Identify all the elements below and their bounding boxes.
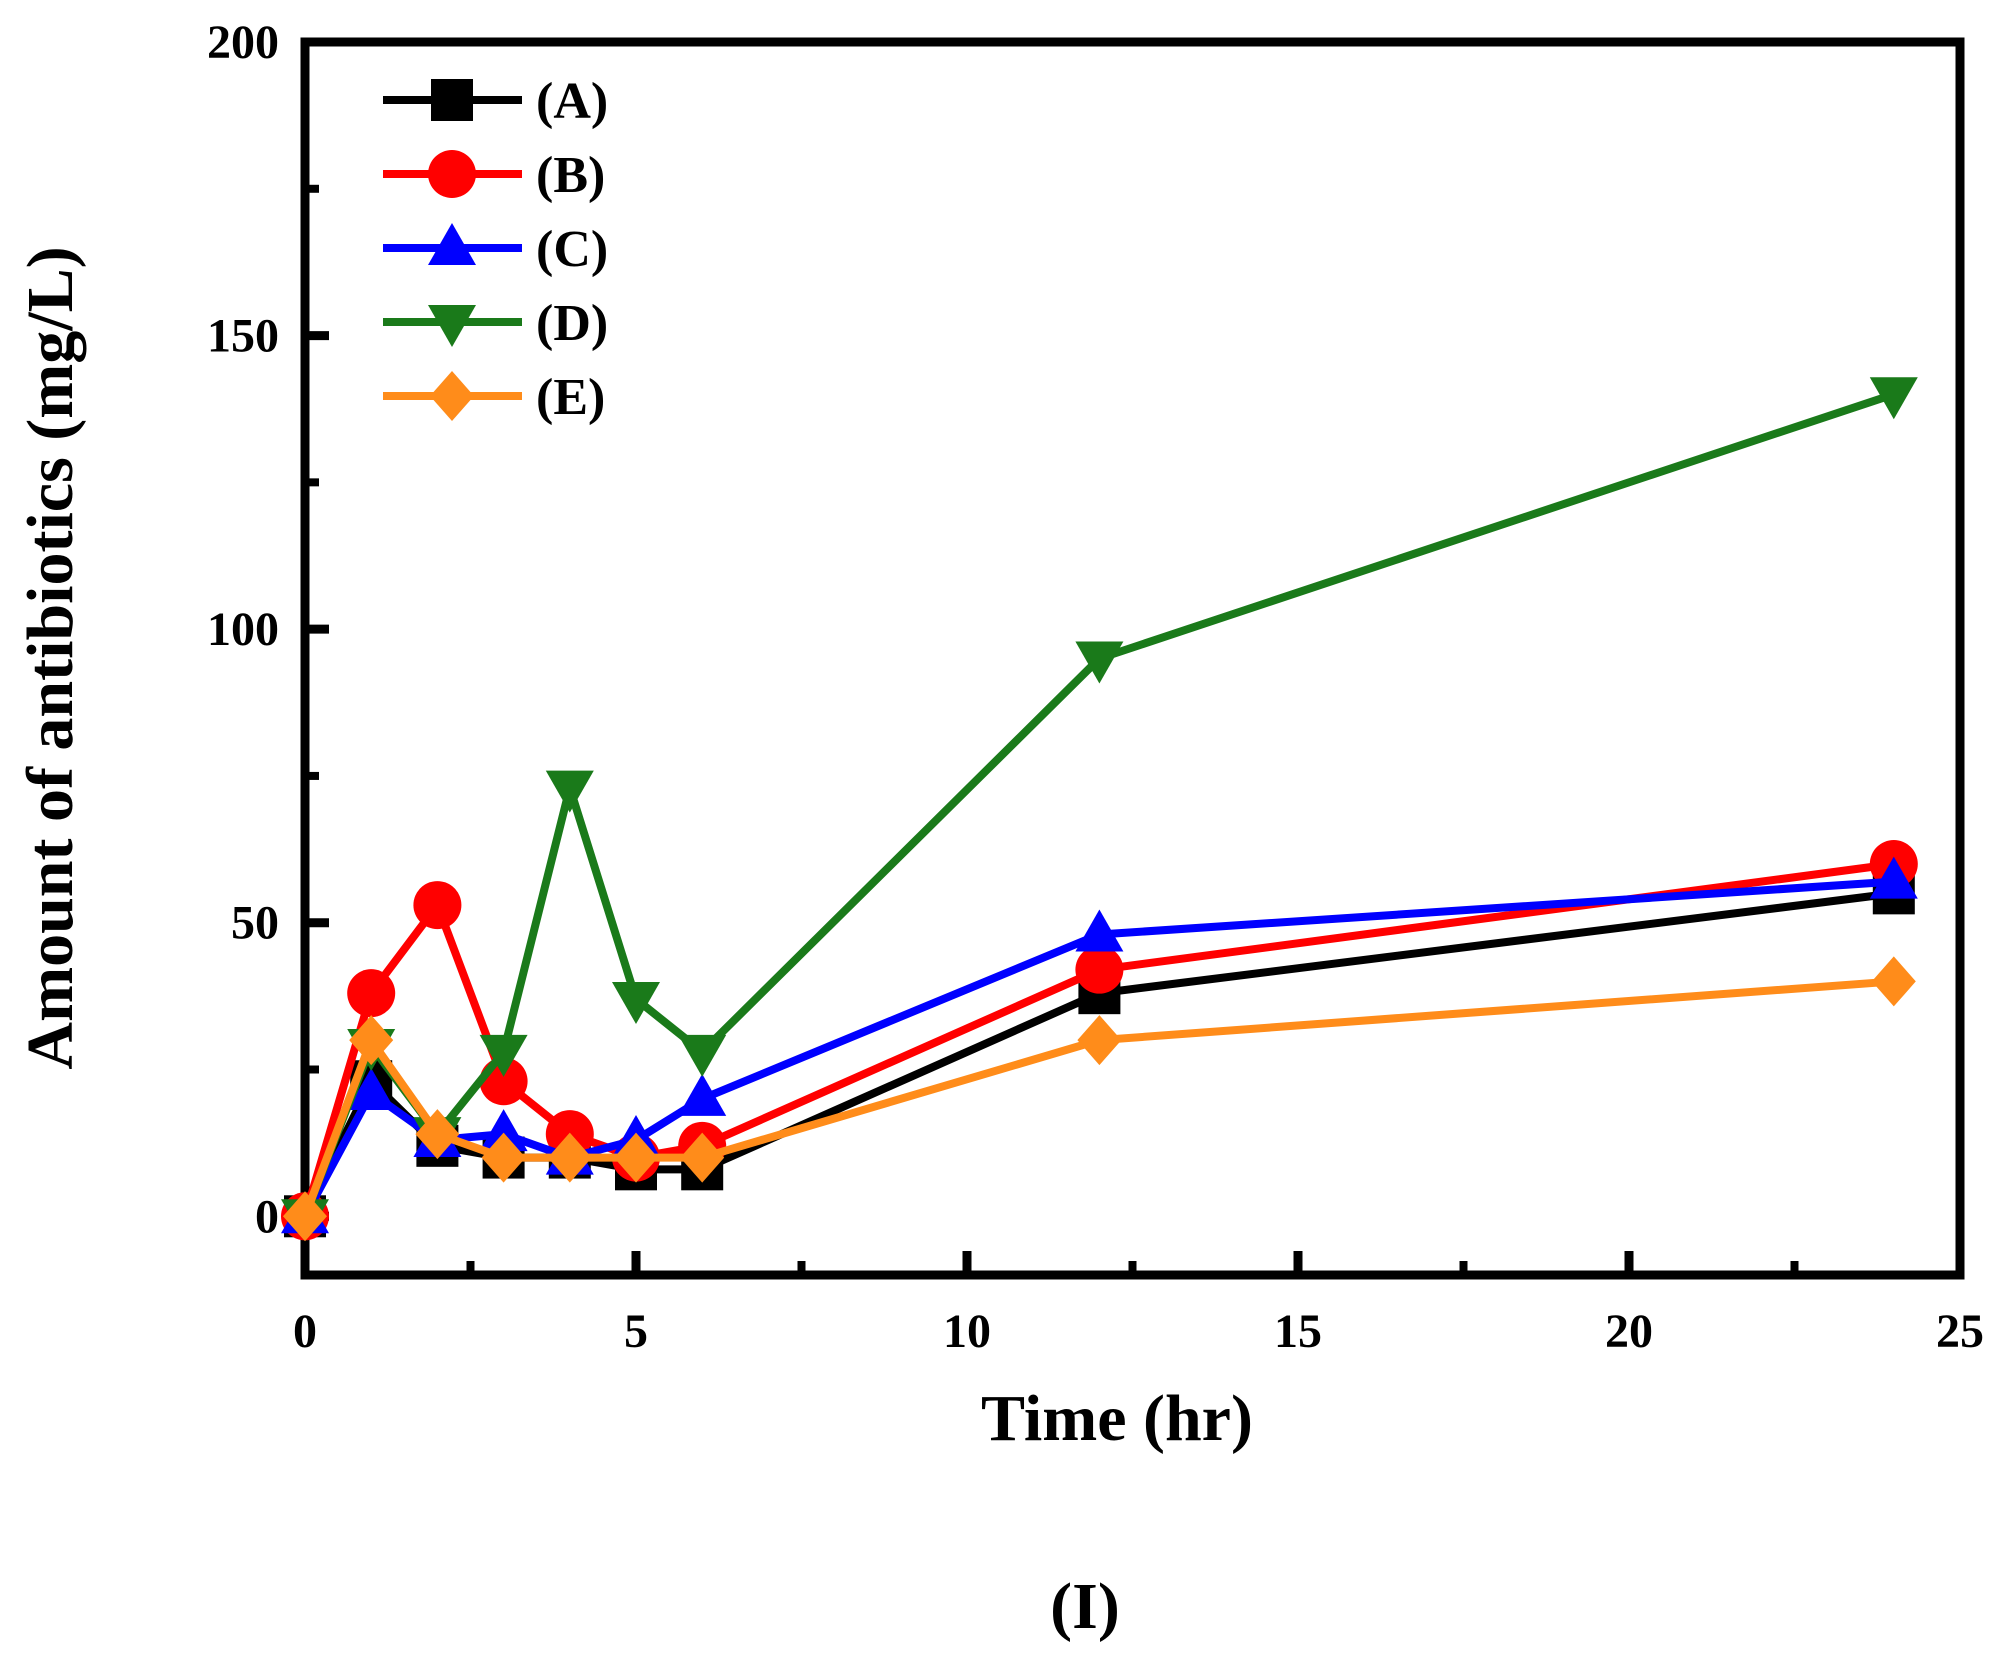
series-line <box>301 390 1896 1218</box>
triangle-up-marker <box>347 1067 396 1110</box>
legend-entry: (B) <box>383 147 605 204</box>
diamond-marker <box>1077 1015 1122 1066</box>
y-axis-title: Amount of antibiotics (mg/L) <box>14 246 87 1069</box>
triangle-down-marker <box>612 982 660 1025</box>
x-tick-label: 20 <box>1605 1305 1653 1358</box>
series-5 <box>283 956 1916 1242</box>
triangle-up-marker <box>1869 856 1918 899</box>
x-axis-ticks: 0 5 10 15 20 25 <box>293 1251 1984 1358</box>
legend-label: (A) <box>536 73 608 130</box>
circle-marker <box>428 150 476 198</box>
diamond-marker <box>349 1015 394 1066</box>
legend-entry: (A) <box>383 73 608 130</box>
figure-caption: (I) <box>1050 1570 1120 1643</box>
diamond-marker <box>547 1132 592 1183</box>
y-axis-ticks: 0 50 100 150 200 <box>207 16 329 1243</box>
triangle-down-marker <box>479 1034 528 1077</box>
legend-label: (C) <box>536 221 608 278</box>
x-axis-title: Time (hr) <box>981 1382 1253 1455</box>
y-tick-label: 50 <box>231 897 279 950</box>
diamond-marker <box>430 371 474 421</box>
triangle-up-marker <box>1075 909 1124 952</box>
y-tick-label: 0 <box>255 1190 279 1243</box>
diamond-marker <box>481 1132 526 1183</box>
diamond-marker <box>680 1132 725 1183</box>
y-tick-label: 100 <box>207 603 279 656</box>
x-tick-label: 5 <box>624 1305 648 1358</box>
legend-label: (B) <box>536 147 605 204</box>
triangle-up-marker <box>479 1109 528 1152</box>
circle-marker <box>347 969 396 1018</box>
triangle-down-marker <box>678 1034 727 1077</box>
triangle-up-marker <box>428 223 476 265</box>
x-tick-label: 15 <box>1274 1305 1322 1358</box>
legend: (A) (B) (C) (D) (E) <box>383 73 608 426</box>
x-tick-label: 0 <box>293 1305 317 1358</box>
x-tick-label: 10 <box>943 1305 991 1358</box>
x-tick-label: 25 <box>1936 1305 1984 1358</box>
y-tick-label: 150 <box>207 310 279 363</box>
y-tick-label: 200 <box>207 16 279 69</box>
legend-label: (D) <box>536 295 608 352</box>
triangle-up-marker <box>678 1073 727 1116</box>
triangle-down-marker <box>1075 641 1124 684</box>
legend-entry: (E) <box>383 369 605 426</box>
diamond-marker <box>415 1109 460 1160</box>
diamond-marker <box>614 1132 658 1183</box>
series-layer <box>281 377 1918 1242</box>
legend-entry: (D) <box>383 295 608 352</box>
legend-label: (E) <box>536 369 605 426</box>
circle-marker <box>413 881 462 930</box>
diamond-marker <box>283 1191 327 1242</box>
series-4 <box>281 377 1918 1242</box>
legend-entry: (C) <box>383 221 608 278</box>
square-marker <box>431 79 473 121</box>
circle-marker <box>1075 945 1124 994</box>
triangle-down-marker <box>1869 377 1918 420</box>
diamond-marker <box>1871 956 1916 1007</box>
triangle-down-marker <box>545 770 594 813</box>
triangle-down-marker <box>428 305 476 347</box>
